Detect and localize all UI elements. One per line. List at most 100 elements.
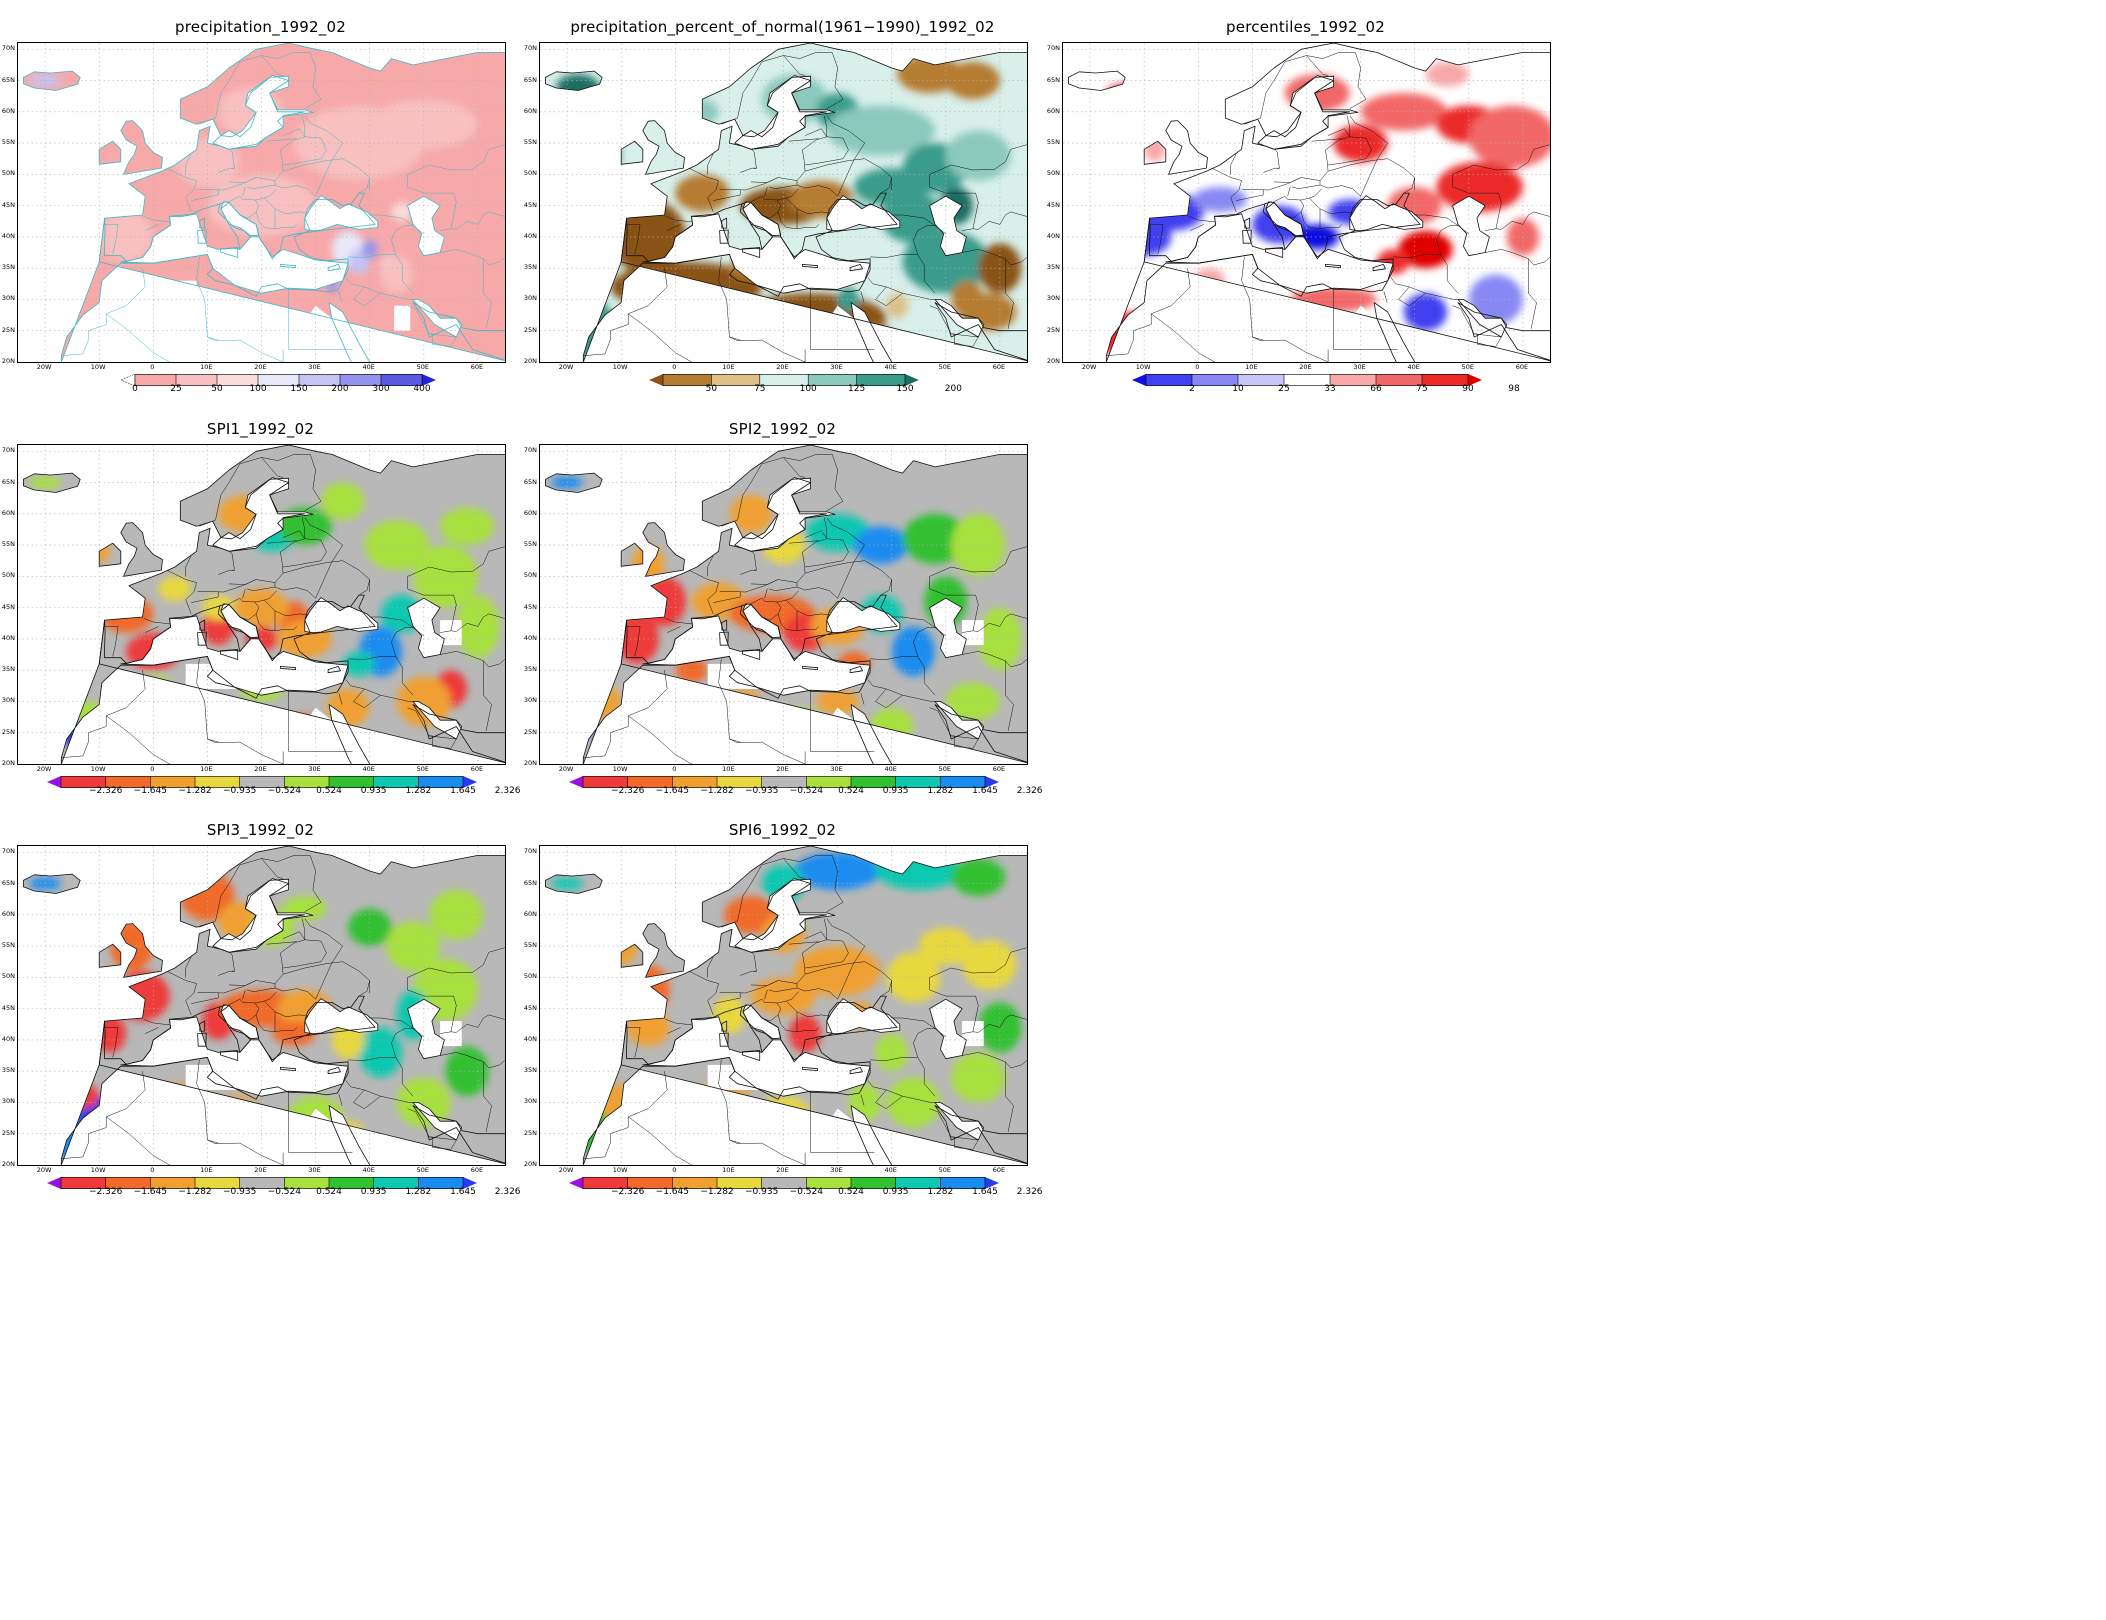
colorbar-segment	[895, 1177, 941, 1189]
colorbar-tick-label: 300	[372, 384, 390, 394]
coastlines	[23, 846, 505, 1165]
latitude-label: 65N	[1, 477, 15, 486]
field-patch	[951, 1052, 1006, 1103]
coastlines	[545, 43, 1027, 362]
field-patch	[104, 1133, 148, 1165]
field-patch	[556, 74, 600, 100]
colorbar-segment	[761, 1177, 807, 1189]
water-body	[120, 213, 349, 294]
longitude-label: 20W	[36, 765, 52, 773]
longitude-label: 60E	[992, 765, 1006, 773]
colorbar-segment	[217, 374, 259, 386]
colorbar-segment	[373, 776, 419, 788]
map-field-svg	[18, 846, 505, 1165]
water-body	[742, 603, 781, 638]
colorbar-tick-label: −0.935	[745, 786, 779, 796]
colorbar-segment	[1330, 374, 1377, 386]
colorbar-tick-label: 150	[290, 384, 308, 394]
colorbar-segment	[340, 374, 382, 386]
colorbar-tick-label: 0.935	[360, 786, 387, 796]
colorbar-tick-label: −0.524	[267, 786, 301, 796]
latitude-label: 50N	[523, 571, 537, 580]
colorbar-segment	[851, 776, 897, 788]
latitude-label: 45N	[1, 602, 15, 611]
latitude-label: 40N	[1046, 231, 1060, 240]
longitude-label: 40E	[884, 1166, 897, 1174]
colorbar-tick-label: −1.645	[133, 786, 167, 796]
water-body	[294, 305, 332, 362]
latitude-label: 30N	[1, 696, 15, 705]
water-body	[734, 76, 835, 150]
colorbar-segment	[895, 776, 941, 788]
latitude-label: 65N	[523, 477, 537, 486]
longitude-label: 60E	[470, 765, 484, 773]
field-patch	[1192, 186, 1247, 212]
coastlines	[1068, 43, 1550, 362]
latitude-label: 60N	[523, 508, 537, 517]
colorbar: 50 75 100 125 150 200	[649, 371, 962, 399]
colorbar-segment	[717, 776, 763, 788]
colorbar-tick-label: −0.524	[267, 1187, 301, 1197]
field-patch	[342, 651, 376, 677]
longitude-label: 20E	[776, 363, 789, 371]
latitude-label: 35N	[1, 1066, 15, 1075]
map-title: precipitation_1992_02	[175, 18, 346, 36]
colorbar-segment	[176, 374, 218, 386]
latitude-label: 40N	[1, 633, 15, 642]
colorbar-tick-label: 25	[170, 384, 182, 394]
field-patch	[74, 168, 91, 194]
colorbar-segment	[1146, 374, 1193, 386]
colorbar-segment	[418, 776, 464, 788]
water-body	[929, 999, 967, 1059]
water-body	[1349, 195, 1423, 231]
colorbar-tick-label: 0.524	[838, 786, 864, 796]
latitude-label: 30N	[1, 294, 15, 303]
colorbar-tick-label: 0.524	[316, 1187, 342, 1197]
water-body	[734, 478, 835, 552]
colorbar-tick-label: 200	[944, 384, 962, 394]
water-body	[1374, 302, 1415, 362]
longitude-label: 20E	[254, 765, 267, 773]
longitude-label: 50E	[938, 765, 952, 773]
latitude-label: 70N	[523, 44, 537, 53]
latitude-label: 30N	[1046, 294, 1060, 303]
colorbar-tick-label: −0.935	[745, 1187, 779, 1197]
water-body	[929, 196, 967, 256]
longitude-label: 10E	[722, 1166, 735, 1174]
latitude-label: 25N	[1, 727, 15, 736]
colorbar-tick-label: 66	[1370, 384, 1382, 394]
latitude-label: 70N	[1046, 44, 1060, 53]
field-patch	[962, 939, 1017, 990]
map-field-svg	[18, 445, 505, 764]
country-borders	[583, 52, 1027, 362]
graticule	[540, 43, 1027, 362]
colorbar-segment	[373, 1177, 419, 1189]
water-body	[642, 213, 871, 294]
colorbar-segment	[239, 776, 285, 788]
colorbar-segment	[61, 776, 107, 788]
coastlines	[545, 846, 1027, 1165]
longitude-label: 50E	[416, 1166, 430, 1174]
colorbar-segment	[150, 1177, 196, 1189]
water-body	[1452, 196, 1490, 256]
water-body	[742, 201, 781, 236]
country-borders	[61, 52, 505, 362]
country-borders	[583, 855, 1027, 1165]
latitude-label: 45N	[1, 200, 15, 209]
longitude-label: 20W	[36, 1166, 52, 1174]
field-patch	[93, 720, 137, 758]
colorbar-tick-label: 2	[1189, 384, 1195, 394]
field-patch	[77, 1096, 121, 1134]
latitude-label: 65N	[1, 75, 15, 84]
field-patch	[115, 971, 170, 1022]
colorbar-segment	[105, 776, 151, 788]
water-body	[212, 478, 313, 552]
colorbar-tick-label: 1.282	[927, 1187, 954, 1197]
latitude-label: 45N	[1, 1003, 15, 1012]
colorbar-high-arrow	[463, 1177, 477, 1189]
field-patch	[853, 526, 908, 564]
latitude-label: 30N	[523, 1097, 537, 1106]
field-patch	[680, 1140, 724, 1165]
longitude-label: 30E	[830, 1166, 843, 1174]
colorbar-tick-label: 75	[754, 384, 766, 394]
